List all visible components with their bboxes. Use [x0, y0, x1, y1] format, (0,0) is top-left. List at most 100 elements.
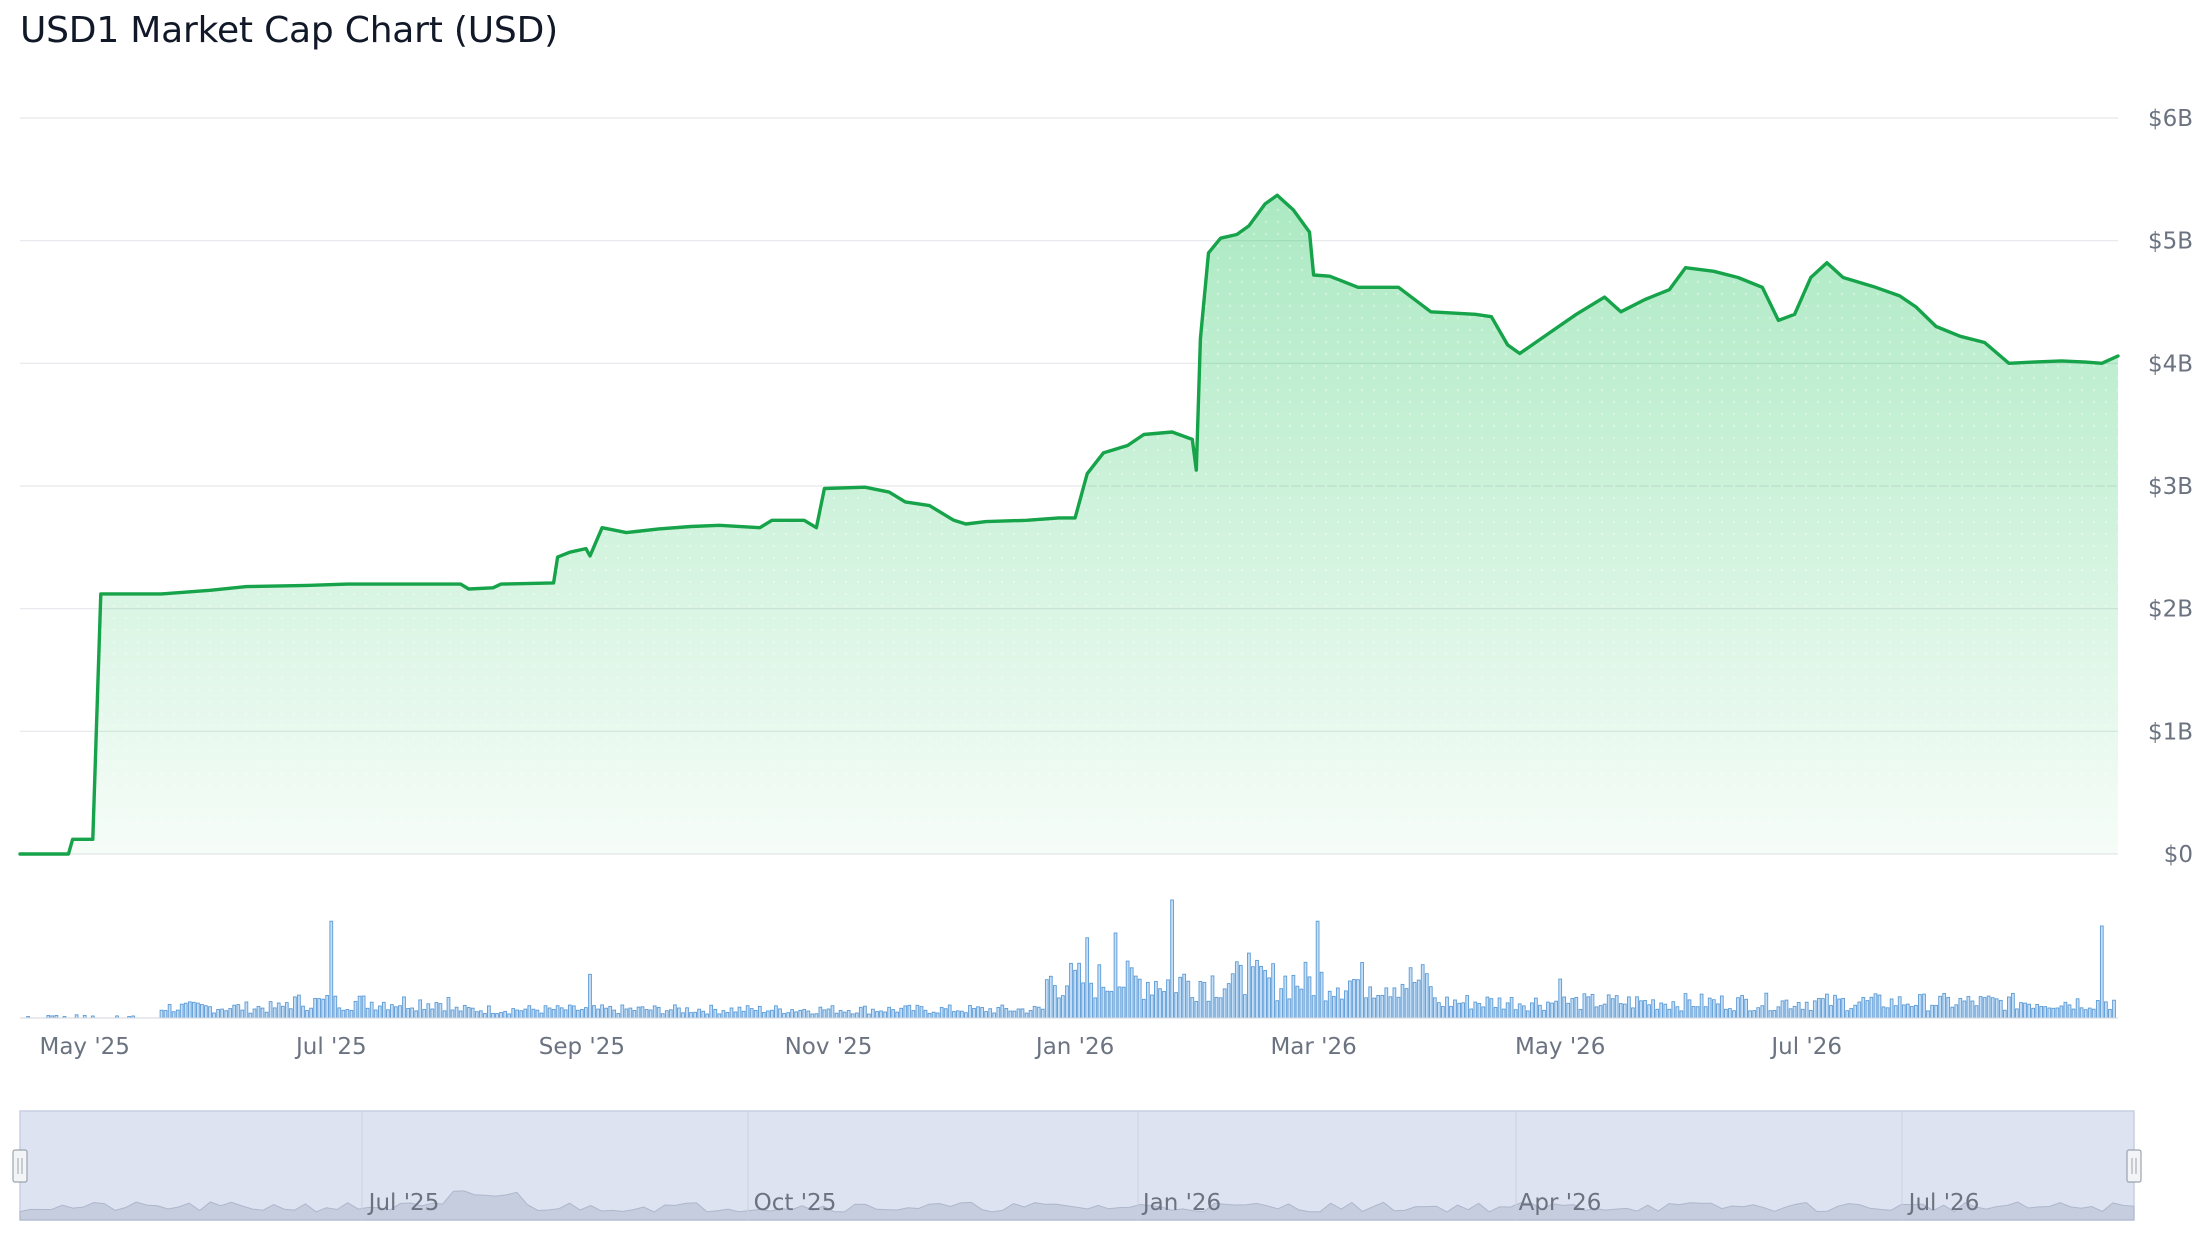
volume-bar[interactable] — [1554, 1000, 1558, 1019]
volume-bar[interactable] — [1752, 1010, 1757, 1019]
volume-bar[interactable] — [770, 1009, 774, 1019]
volume-bar[interactable] — [531, 1008, 536, 1019]
volume-bar[interactable] — [333, 995, 338, 1019]
volume-bar[interactable] — [1711, 999, 1716, 1019]
volume-bar[interactable] — [717, 1013, 722, 1019]
volume-bar[interactable] — [923, 1009, 928, 1019]
volume-bar[interactable] — [1764, 992, 1769, 1019]
volume-bar[interactable] — [1186, 980, 1191, 1019]
volume-bar[interactable] — [1715, 1003, 1720, 1019]
volume-bar[interactable] — [179, 1003, 184, 1019]
market-cap-line[interactable] — [18, 193, 2120, 856]
volume-bar[interactable] — [478, 1010, 483, 1019]
volume-bar[interactable] — [733, 1011, 738, 1019]
volume-bar[interactable] — [1012, 1010, 1017, 1019]
volume-bar[interactable] — [612, 1009, 617, 1019]
volume-bar[interactable] — [1194, 1001, 1199, 1019]
volume-bar[interactable] — [1303, 961, 1308, 1019]
volume-bar[interactable] — [2075, 998, 2080, 1019]
volume-bar[interactable] — [1404, 988, 1409, 1019]
volume-bar[interactable] — [462, 1004, 467, 1019]
volume-bar[interactable] — [2031, 1007, 2035, 1019]
volume-bar[interactable] — [571, 1005, 576, 1019]
volume-bar[interactable] — [535, 1009, 540, 1019]
volume-bar[interactable] — [1275, 1000, 1280, 1019]
volume-bar[interactable] — [899, 1007, 904, 1019]
volume-bar[interactable] — [1481, 1006, 1486, 1019]
volume-bar[interactable] — [543, 1005, 548, 1019]
volume-bar[interactable] — [1040, 1008, 1045, 1019]
volume-bar[interactable] — [434, 1002, 439, 1019]
navigator-window[interactable] — [19, 1110, 2135, 1221]
volume-bar[interactable] — [216, 1009, 220, 1019]
volume-bar[interactable] — [1821, 998, 1825, 1019]
volume-bar[interactable] — [2079, 1007, 2084, 1019]
volume-bar[interactable] — [761, 1012, 766, 1019]
volume-bar[interactable] — [1348, 980, 1352, 1019]
volume-bar[interactable] — [1449, 1005, 1453, 1019]
volume-bar[interactable] — [1271, 963, 1275, 1019]
volume-bar[interactable] — [1048, 975, 1053, 1019]
volume-bar[interactable] — [1934, 1004, 1938, 1019]
volume-bar[interactable] — [280, 1005, 285, 1019]
volume-bar[interactable] — [1724, 1008, 1728, 1019]
volume-bar[interactable] — [1162, 991, 1166, 1019]
volume-bar[interactable] — [1150, 994, 1154, 1019]
volume-bar[interactable] — [1990, 997, 1995, 1019]
volume-bar[interactable] — [1550, 1002, 1554, 1019]
volume-bar[interactable] — [1914, 1004, 1918, 1019]
volume-bar[interactable] — [580, 1009, 584, 1019]
volume-bar[interactable] — [1873, 993, 1878, 1019]
volume-bar[interactable] — [850, 1013, 855, 1019]
volume-bar[interactable] — [418, 999, 423, 1019]
volume-bar[interactable] — [1384, 987, 1389, 1019]
volume-bar[interactable] — [810, 1013, 815, 1019]
volume-bar[interactable] — [422, 1008, 427, 1019]
volume-bar[interactable] — [915, 1004, 920, 1019]
volume-bar[interactable] — [725, 1012, 730, 1019]
volume-bar[interactable] — [1817, 997, 1821, 1019]
volume-bar[interactable] — [317, 998, 321, 1019]
volume-bar[interactable] — [268, 1001, 273, 1019]
volume-bar[interactable] — [183, 1002, 188, 1019]
volume-bar[interactable] — [964, 1012, 968, 1019]
volume-bar[interactable] — [1424, 973, 1429, 1019]
volume-bar[interactable] — [200, 1004, 204, 1019]
volume-bar[interactable] — [1703, 1006, 1708, 1019]
volume-bar[interactable] — [988, 1008, 993, 1019]
volume-bar[interactable] — [1432, 997, 1437, 1019]
volume-bar[interactable] — [1889, 998, 1894, 1019]
volume-bar[interactable] — [1748, 1010, 1752, 1019]
volume-bar[interactable] — [1582, 993, 1587, 1019]
volume-bar[interactable] — [927, 1012, 932, 1019]
volume-bar[interactable] — [1154, 981, 1158, 1019]
volume-bar[interactable] — [167, 1004, 172, 1019]
volume-bar[interactable] — [511, 1008, 516, 1019]
volume-bar[interactable] — [446, 997, 451, 1019]
volume-bar[interactable] — [1930, 1004, 1934, 1019]
volume-bar[interactable] — [390, 1004, 394, 1019]
volume-bar[interactable] — [256, 1005, 261, 1019]
volume-bar[interactable] — [636, 1006, 641, 1019]
volume-bar[interactable] — [1618, 1003, 1623, 1019]
volume-bar[interactable] — [2063, 1001, 2068, 1019]
volume-bar[interactable] — [608, 1005, 613, 1019]
volume-bar[interactable] — [1392, 987, 1397, 1019]
volume-bar[interactable] — [1808, 1009, 1813, 1019]
volume-bar[interactable] — [830, 1005, 835, 1019]
volume-bar[interactable] — [224, 1010, 229, 1019]
volume-bar[interactable] — [871, 1008, 875, 1019]
volume-bar[interactable] — [1032, 1005, 1037, 1019]
volume-bar[interactable] — [276, 1002, 281, 1019]
volume-bar[interactable] — [1922, 993, 1926, 1019]
volume-bar[interactable] — [329, 920, 334, 1019]
volume-bar[interactable] — [1497, 997, 1502, 1019]
volume-bar[interactable] — [1356, 979, 1360, 1019]
volume-bar[interactable] — [632, 1010, 637, 1019]
volume-bar[interactable] — [438, 1003, 443, 1019]
volume-bar[interactable] — [2011, 992, 2015, 1019]
volume-bar[interactable] — [2007, 996, 2011, 1019]
volume-bar[interactable] — [1837, 998, 1841, 1019]
volume-bar[interactable] — [1141, 998, 1146, 1019]
volume-bar[interactable] — [697, 1008, 701, 1019]
